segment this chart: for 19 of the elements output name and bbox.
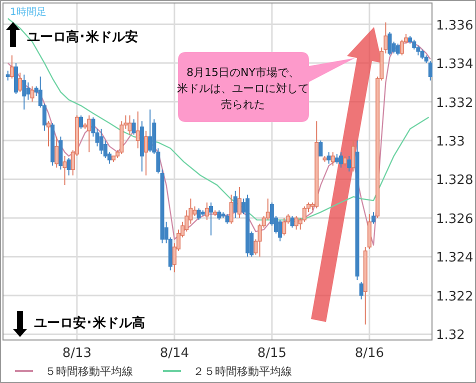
legend-label: ５時間移動平均線	[45, 365, 133, 378]
y-tick-label: 1.324	[436, 250, 474, 266]
y-tick-label: 1.332	[436, 96, 474, 111]
x-tick-label: 8/13	[62, 346, 92, 361]
y-tick-label: 1.32	[436, 328, 465, 344]
y-tick-label: 1.326	[436, 212, 474, 227]
annotation: ユーロ安･米ドル高	[34, 315, 145, 331]
legend-label: ２５時間移動平均線	[193, 365, 292, 378]
x-tick-label: 8/16	[354, 346, 384, 361]
annotation: 1時間足	[10, 6, 46, 18]
annotation: 8月15日のNY市場で、米ドルは、ユーロに対して売られた	[177, 66, 309, 111]
y-tick-label: 1.334	[436, 57, 474, 72]
y-tick-label: 1.33	[436, 134, 465, 150]
y-tick-label: 1.336	[436, 18, 474, 34]
x-tick-label: 8/14	[160, 346, 190, 361]
annotation: ユーロ高･米ドル安	[27, 29, 138, 45]
y-tick-label: 1.328	[436, 173, 474, 188]
y-tick-label: 1.322	[436, 289, 474, 304]
x-tick-label: 8/15	[257, 346, 287, 361]
